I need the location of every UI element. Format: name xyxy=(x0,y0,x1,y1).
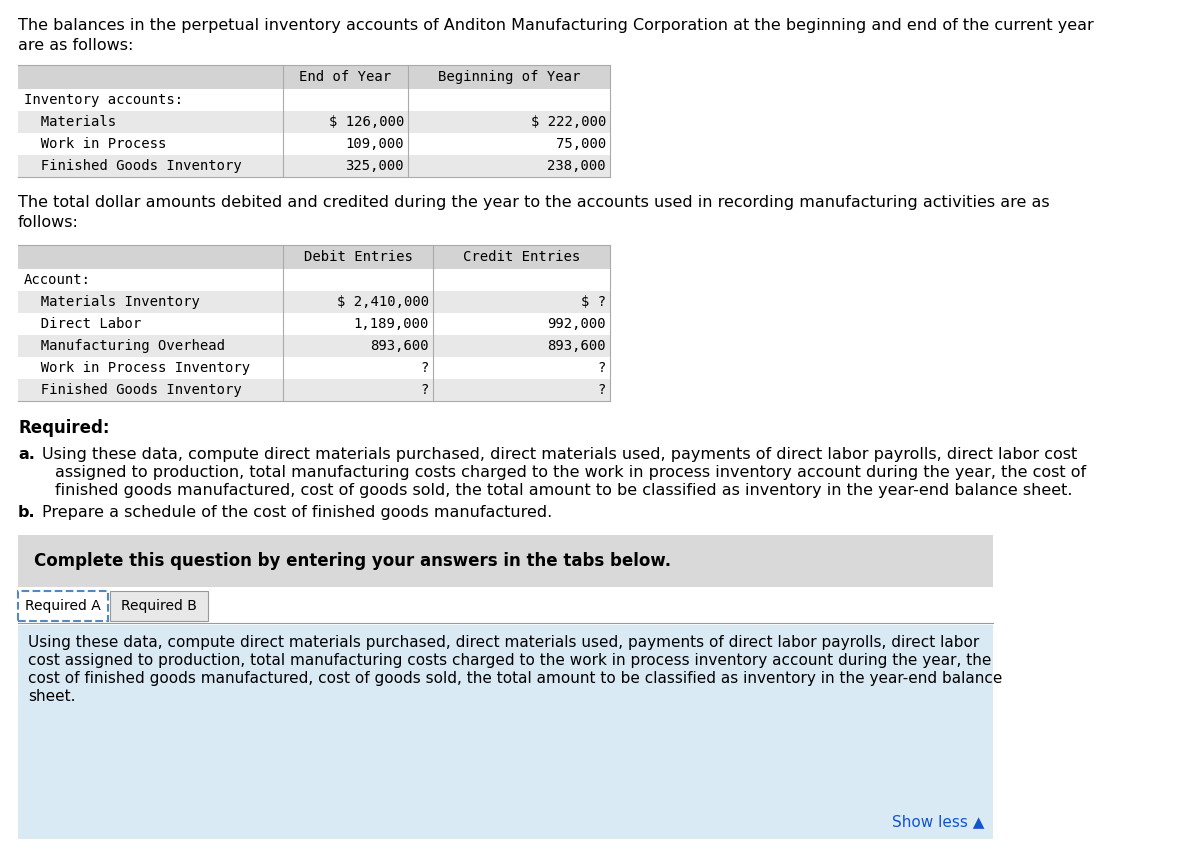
Text: Required B: Required B xyxy=(121,599,197,613)
Text: 992,000: 992,000 xyxy=(547,317,606,331)
Text: Finished Goods Inventory: Finished Goods Inventory xyxy=(24,383,241,397)
Text: Manufacturing Overhead: Manufacturing Overhead xyxy=(24,339,226,353)
Text: Materials Inventory: Materials Inventory xyxy=(24,295,200,309)
Text: cost of finished goods manufactured, cost of goods sold, the total amount to be : cost of finished goods manufactured, cos… xyxy=(28,671,1002,686)
FancyBboxPatch shape xyxy=(18,89,610,111)
FancyBboxPatch shape xyxy=(110,591,208,621)
FancyBboxPatch shape xyxy=(18,155,610,177)
Text: 109,000: 109,000 xyxy=(346,137,404,151)
Text: ?: ? xyxy=(598,361,606,375)
Text: 1,189,000: 1,189,000 xyxy=(354,317,430,331)
Text: Inventory accounts:: Inventory accounts: xyxy=(24,93,184,107)
Text: Using these data, compute direct materials purchased, direct materials used, pay: Using these data, compute direct materia… xyxy=(28,635,979,650)
FancyBboxPatch shape xyxy=(18,245,610,269)
FancyBboxPatch shape xyxy=(18,111,610,133)
Text: Materials: Materials xyxy=(24,115,116,129)
Text: cost assigned to production, total manufacturing costs charged to the work in pr: cost assigned to production, total manuf… xyxy=(28,653,991,668)
FancyBboxPatch shape xyxy=(18,291,610,313)
Text: $ 2,410,000: $ 2,410,000 xyxy=(337,295,430,309)
FancyBboxPatch shape xyxy=(18,335,610,357)
Text: finished goods manufactured, cost of goods sold, the total amount to be classifi: finished goods manufactured, cost of goo… xyxy=(55,483,1073,498)
Text: $ ?: $ ? xyxy=(581,295,606,309)
Text: Work in Process: Work in Process xyxy=(24,137,167,151)
Text: Direct Labor: Direct Labor xyxy=(24,317,142,331)
Text: 893,600: 893,600 xyxy=(371,339,430,353)
FancyBboxPatch shape xyxy=(18,133,610,155)
Text: ?: ? xyxy=(598,383,606,397)
Text: Work in Process Inventory: Work in Process Inventory xyxy=(24,361,250,375)
Text: 893,600: 893,600 xyxy=(547,339,606,353)
Text: Credit Entries: Credit Entries xyxy=(463,250,580,264)
Text: End of Year: End of Year xyxy=(300,70,391,84)
Text: 238,000: 238,000 xyxy=(547,159,606,173)
Text: Prepare a schedule of the cost of finished goods manufactured.: Prepare a schedule of the cost of finish… xyxy=(42,505,552,520)
Text: a.: a. xyxy=(18,447,35,462)
Text: The balances in the perpetual inventory accounts of Anditon Manufacturing Corpor: The balances in the perpetual inventory … xyxy=(18,18,1093,33)
Text: follows:: follows: xyxy=(18,215,79,230)
FancyBboxPatch shape xyxy=(18,625,994,839)
FancyBboxPatch shape xyxy=(18,535,994,587)
Text: The total dollar amounts debited and credited during the year to the accounts us: The total dollar amounts debited and cre… xyxy=(18,195,1050,210)
Text: sheet.: sheet. xyxy=(28,689,76,704)
Text: Using these data, compute direct materials purchased, direct materials used, pay: Using these data, compute direct materia… xyxy=(42,447,1078,462)
Text: Required A: Required A xyxy=(25,599,101,613)
Text: Complete this question by entering your answers in the tabs below.: Complete this question by entering your … xyxy=(34,552,671,570)
Text: $ 126,000: $ 126,000 xyxy=(329,115,404,129)
Text: are as follows:: are as follows: xyxy=(18,38,133,53)
Text: Required:: Required: xyxy=(18,419,109,437)
FancyBboxPatch shape xyxy=(18,357,610,379)
Text: 75,000: 75,000 xyxy=(556,137,606,151)
Text: Account:: Account: xyxy=(24,273,91,287)
Text: ?: ? xyxy=(421,383,430,397)
FancyBboxPatch shape xyxy=(18,269,610,291)
Text: ?: ? xyxy=(421,361,430,375)
Text: b.: b. xyxy=(18,505,36,520)
FancyBboxPatch shape xyxy=(18,65,610,89)
FancyBboxPatch shape xyxy=(18,313,610,335)
Text: assigned to production, total manufacturing costs charged to the work in process: assigned to production, total manufactur… xyxy=(55,465,1086,480)
Text: Debit Entries: Debit Entries xyxy=(304,250,413,264)
Text: $ 222,000: $ 222,000 xyxy=(530,115,606,129)
Text: Finished Goods Inventory: Finished Goods Inventory xyxy=(24,159,241,173)
Text: Beginning of Year: Beginning of Year xyxy=(438,70,580,84)
FancyBboxPatch shape xyxy=(18,379,610,401)
Text: 325,000: 325,000 xyxy=(346,159,404,173)
FancyBboxPatch shape xyxy=(18,591,108,621)
Text: Show less ▲: Show less ▲ xyxy=(893,814,985,829)
